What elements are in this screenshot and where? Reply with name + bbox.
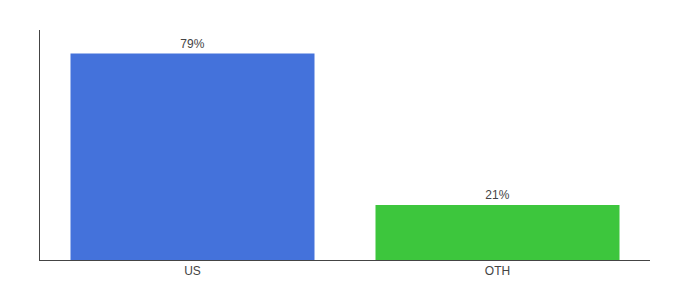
svg-text:US: US [184,264,201,278]
svg-text:OTH: OTH [485,264,510,278]
svg-text:21%: 21% [485,188,509,202]
svg-text:79%: 79% [180,37,204,51]
